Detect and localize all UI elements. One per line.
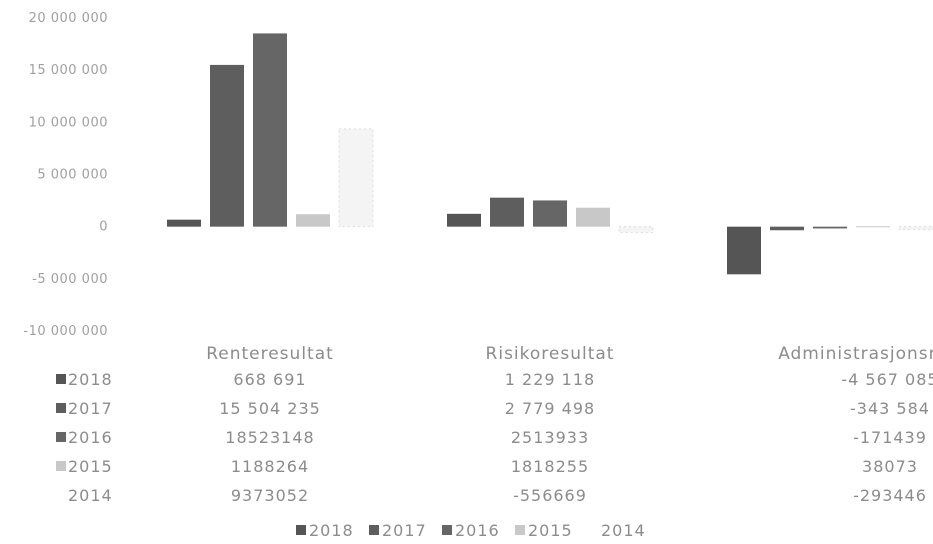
table-row-label: 2017 [68, 399, 113, 418]
bar-2015-administrasjonsresultat [856, 226, 890, 228]
bar-2017-risikoresultat [490, 197, 524, 227]
legend-swatch [515, 525, 525, 535]
legend-label: 2018 [309, 521, 354, 540]
bar-2015-renteresultat [296, 214, 330, 227]
table-cell: -343 584 [850, 399, 930, 418]
bar-2015-risikoresultat [576, 207, 610, 227]
bar-2018-administrasjonsresultat [727, 226, 761, 275]
bar-2014-renteresultat [338, 128, 374, 228]
bar-2016-renteresultat [253, 33, 287, 227]
table-cell: -171439 [853, 428, 927, 447]
table-legend-swatch [56, 374, 66, 384]
bar-2018-renteresultat [167, 219, 201, 227]
y-axis: 20 000 000 15 000 000 10 000 000 5 000 000 0… [23, 11, 108, 339]
bar-2014-administrasjonsresultat [898, 226, 933, 231]
legend-label: 2017 [382, 521, 427, 540]
table-row-label: 2015 [68, 457, 113, 476]
bar-2014-risikoresultat [618, 226, 654, 233]
table-row-label: 2016 [68, 428, 113, 447]
y-tick-label: -10 000 000 [23, 324, 108, 339]
table-cell: 15 504 235 [219, 399, 321, 418]
table-cell: 2513933 [511, 428, 589, 447]
table-cell: 38073 [862, 457, 918, 476]
legend-label: 2014 [601, 521, 646, 540]
y-tick-label: 15 000 000 [29, 63, 108, 78]
legend-label: 2015 [528, 521, 573, 540]
category-label: Renteresultat [206, 344, 334, 364]
legend-label: 2016 [455, 521, 500, 540]
legend: 2018 2017 2016 2015 2014 [296, 521, 646, 540]
table-cell: 668 691 [233, 370, 306, 389]
bar-2017-renteresultat [210, 64, 244, 227]
bar-2018-risikoresultat [447, 213, 481, 227]
y-tick-label: 0 [99, 220, 108, 235]
table-cell: 1188264 [231, 457, 309, 476]
table-cell: 18523148 [225, 428, 314, 447]
table-cell: 1818255 [511, 457, 589, 476]
table-cell: 2 779 498 [505, 399, 595, 418]
y-tick-label: 10 000 000 [29, 115, 108, 130]
bar-2016-administrasjonsresultat [813, 226, 847, 229]
bar-2017-administrasjonsresultat [770, 226, 804, 231]
y-tick-label: 5 000 000 [37, 168, 108, 183]
table-row-label: 2014 [68, 486, 113, 505]
data-table: Renteresultat Risikoresultat Administrasjo… [56, 344, 933, 505]
bar-2016-risikoresultat [533, 200, 567, 227]
table-cell: -4 567 085 [841, 370, 933, 389]
table-legend-swatch [56, 461, 66, 471]
table-cell: 1 229 118 [505, 370, 595, 389]
legend-swatch [296, 525, 306, 535]
y-tick-label: 20 000 000 [29, 11, 108, 26]
table-cell: -293446 [853, 486, 927, 505]
table-legend-swatch [56, 432, 66, 442]
bars [167, 33, 933, 275]
table-cell: -556669 [513, 486, 587, 505]
table-row-label: 2018 [68, 370, 113, 389]
legend-swatch [442, 525, 452, 535]
legend-swatch [369, 525, 379, 535]
y-tick-label: -5 000 000 [32, 272, 108, 287]
table-legend-swatch [56, 403, 66, 413]
category-label: Risikoresultat [486, 344, 615, 364]
category-label: Administrasjonsresultat [778, 344, 933, 364]
table-cell: 9373052 [231, 486, 309, 505]
